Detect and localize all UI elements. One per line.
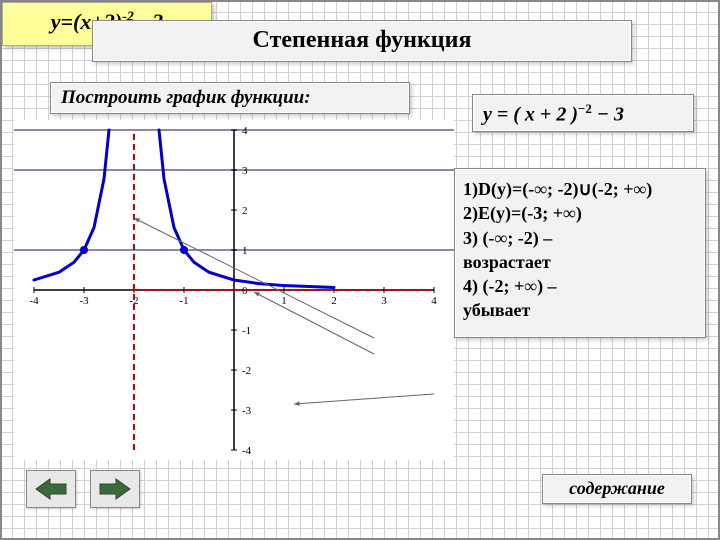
svg-text:-2: -2: [242, 365, 251, 377]
arrow-right-icon: [98, 477, 132, 501]
formula-exp: −2: [578, 101, 592, 116]
svg-text:1: 1: [242, 245, 248, 257]
prev-button[interactable]: [26, 470, 76, 508]
prop-line: убывает: [463, 298, 701, 322]
svg-text:-3: -3: [242, 405, 252, 417]
prop-line: 4) (-2; +∞) –: [463, 274, 701, 298]
svg-text:-3: -3: [79, 295, 89, 307]
svg-text:-4: -4: [242, 445, 252, 457]
svg-text:2: 2: [331, 295, 337, 307]
arrow-left-icon: [34, 477, 68, 501]
formula-suffix: − 3: [592, 104, 624, 126]
svg-text:3: 3: [242, 165, 248, 177]
svg-text:-1: -1: [179, 295, 188, 307]
properties-panel: 1)D(y)=(-∞; -2)∪(-2; +∞) 2)E(y)=(-3; +∞)…: [454, 168, 706, 338]
svg-text:3: 3: [381, 295, 387, 307]
svg-text:4: 4: [431, 295, 437, 307]
chart-area: -4-3-2-11234-4-3-2-101234: [14, 120, 454, 460]
contents-link[interactable]: содержание: [542, 474, 692, 504]
svg-text:-4: -4: [29, 295, 39, 307]
svg-text:1: 1: [281, 295, 287, 307]
svg-text:2: 2: [242, 205, 248, 217]
svg-text:4: 4: [242, 125, 248, 137]
prop-line: 2)E(y)=(-3; +∞): [463, 201, 701, 225]
subtitle: Построить график функции:: [50, 82, 410, 114]
prop-line: возрастает: [463, 250, 701, 274]
formula-prefix: y = ( x + 2 ): [483, 104, 578, 126]
page-title: Степенная функция: [92, 20, 632, 62]
function-chart: -4-3-2-11234-4-3-2-101234: [14, 120, 454, 460]
next-button[interactable]: [90, 470, 140, 508]
prop-line: 1)D(y)=(-∞; -2)∪(-2; +∞): [463, 177, 701, 201]
prop-line: 3) (-∞; -2) –: [463, 226, 701, 250]
formula-display: y = ( x + 2 )−2 − 3: [472, 94, 694, 132]
svg-text:-1: -1: [242, 325, 251, 337]
nav-buttons: [26, 470, 140, 508]
